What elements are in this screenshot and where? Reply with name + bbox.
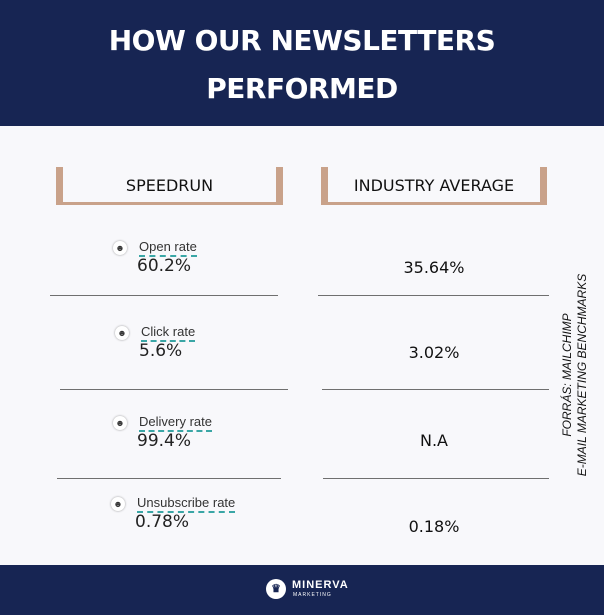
row-divider (322, 389, 549, 390)
row-divider (57, 478, 281, 479)
row-divider (323, 478, 549, 479)
minerva-logo-icon: ♛ (266, 579, 286, 599)
industry-column-header: INDUSTRY AVERAGE (321, 167, 547, 205)
mailchimp-icon: ☻ (113, 416, 127, 430)
source-line2: E-MAIL MARKETING BENCHMARKS (575, 273, 589, 477)
page-title-line2: PERFORMED (206, 72, 398, 105)
speedrun-column-header: SPEEDRUN (56, 167, 283, 205)
mailchimp-icon: ☻ (115, 326, 129, 340)
metric-label: Open rate (139, 239, 197, 257)
footer-banner: ♛ MINERVA MARKETING (0, 565, 604, 615)
industry-column-label: INDUSTRY AVERAGE (353, 176, 515, 195)
row-divider (318, 295, 549, 296)
metric-label: Unsubscribe rate (137, 495, 236, 513)
header-pillar-right (540, 167, 547, 205)
header-banner: HOW OUR NEWSLETTERS PERFORMED (0, 0, 604, 126)
source-note: FORRÁS: MAILCHIMP E-MAIL MARKETING BENCH… (555, 270, 595, 480)
mailchimp-icon: ☻ (111, 497, 125, 511)
metric-label: Delivery rate (139, 414, 212, 432)
mailchimp-icon: ☻ (113, 241, 127, 255)
metric-label: Click rate (141, 324, 196, 342)
speedrun-value: 0.78% (135, 512, 190, 532)
header-pillar-left (56, 167, 63, 205)
source-line1: FORRÁS: MAILCHIMP (560, 313, 574, 437)
row-divider (60, 389, 288, 390)
header-pillar-right (276, 167, 283, 205)
speedrun-column-label: SPEEDRUN (125, 176, 214, 195)
header-pillar-left (321, 167, 328, 205)
industry-value: 35.64% (403, 258, 465, 277)
row-divider (50, 295, 278, 296)
page-title-line1: HOW OUR NEWSLETTERS (108, 24, 496, 57)
industry-value: N.A (420, 431, 448, 450)
brand-name: MINERVA (292, 579, 349, 591)
speedrun-value: 5.6% (139, 341, 183, 361)
brand-sub: MARKETING (293, 592, 332, 598)
speedrun-value: 60.2% (137, 256, 192, 276)
industry-value: 0.18% (408, 517, 460, 536)
industry-value: 3.02% (408, 343, 460, 362)
speedrun-value: 99.4% (137, 431, 192, 451)
